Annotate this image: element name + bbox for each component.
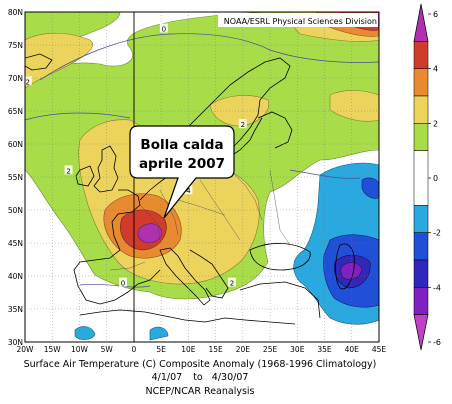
colorbar: 6 4 2 0 -2 -4 -6 (413, 3, 441, 351)
lat-label: 70N (8, 74, 23, 83)
colorbar-band (413, 287, 429, 315)
caption-date-end: 4/30/07 (211, 372, 249, 383)
colorbar-tick-label: 2 (433, 119, 438, 128)
lat-label: 65N (8, 107, 23, 116)
callout-bubble: Bolla calda aprile 2007 (129, 125, 235, 219)
contour-label-bg (64, 165, 73, 175)
lon-label: 30E (290, 345, 305, 354)
colorbar-band (413, 41, 429, 69)
caption-dates: 4/1/07 to 4/30/07 (0, 372, 400, 383)
colorbar-band (413, 123, 429, 151)
contour-label: 4 (186, 187, 191, 195)
lon-label: 0 (132, 345, 137, 354)
lon-label: 45E (372, 345, 387, 354)
contour-label-bg (25, 76, 32, 86)
colorbar-tick-label: -4 (433, 283, 441, 292)
colorbar-band (413, 95, 429, 124)
colorbar-tick-label: -2 (433, 229, 441, 238)
lat-label: 35N (8, 305, 23, 314)
lon-label: 5E (156, 345, 166, 354)
lat-label: 50N (8, 206, 23, 215)
lat-label: 45N (8, 239, 23, 248)
colorbar-tick-label: 4 (433, 65, 438, 74)
lon-label: 40E (345, 345, 360, 354)
colorbar-band (413, 259, 429, 288)
colorbar-band (413, 68, 429, 97)
contour-label: 0 (162, 26, 166, 34)
caption-title: Surface Air Temperature (C) Composite An… (23, 359, 377, 370)
credit-box (218, 13, 378, 27)
longitude-axis-labels: 20W 15W 10W 5W 0 5E 10E 15E 20E 25E 30E 35E 40E 45E (17, 345, 387, 354)
colorbar-bottom-arrow (413, 314, 429, 351)
latitude-axis-labels: 80N 75N 70N 65N 60N 55N 50N 45N 40N 35N 30N (8, 8, 23, 347)
contour-label-bg (159, 23, 168, 33)
plot-border (24, 11, 380, 343)
callout-line2: aprile 2007 (139, 156, 225, 172)
colorbar-band (413, 232, 429, 261)
contour-label: 2 (230, 280, 234, 288)
caption-date-start: 4/1/07 (151, 372, 183, 383)
contour-label: 2 (66, 167, 70, 175)
lon-label: 35E (317, 345, 332, 354)
lon-label: 20E (236, 345, 251, 354)
colorbar-tick-label: 0 (433, 174, 438, 183)
contour-labels: 0 2 2 2 4 0 2 (25, 23, 247, 288)
colorbar-tick-label: 6 (433, 10, 438, 19)
colorbar-tick-label: -6 (433, 338, 441, 347)
lat-label: 30N (8, 338, 23, 347)
lon-label: 25E (263, 345, 278, 354)
contour-label-bg (119, 277, 128, 287)
colorbar-band (413, 150, 429, 206)
contour-label-bg (227, 277, 236, 287)
contour-label-bg (238, 119, 247, 129)
contour-label: 2 (25, 78, 29, 86)
lon-label: 15W (44, 345, 62, 354)
lon-label: 20W (17, 345, 35, 354)
lat-label: 80N (8, 8, 23, 17)
colorbar-band (413, 205, 429, 233)
lat-label: 75N (8, 41, 23, 50)
lat-label: 55N (8, 173, 23, 182)
credit-text: NOAA/ESRL Physical Sciences Division (224, 17, 377, 26)
contour-label: 2 (241, 121, 245, 129)
zero-contour-lines (25, 33, 379, 288)
contour-label: 0 (121, 280, 125, 288)
caption-source: NCEP/NCAR Reanalysis (145, 386, 255, 397)
caption-date-sep: to (193, 372, 203, 383)
colorbar-top-arrow (413, 3, 429, 42)
lat-label: 40N (8, 272, 23, 281)
lon-label: 10W (71, 345, 89, 354)
lat-label: 60N (8, 140, 23, 149)
lon-label: 5W (101, 345, 114, 354)
lon-label: 15E (208, 345, 223, 354)
callout-line1: Bolla calda (140, 137, 223, 153)
lon-label: 10E (181, 345, 196, 354)
contour-label-bg (184, 185, 193, 195)
